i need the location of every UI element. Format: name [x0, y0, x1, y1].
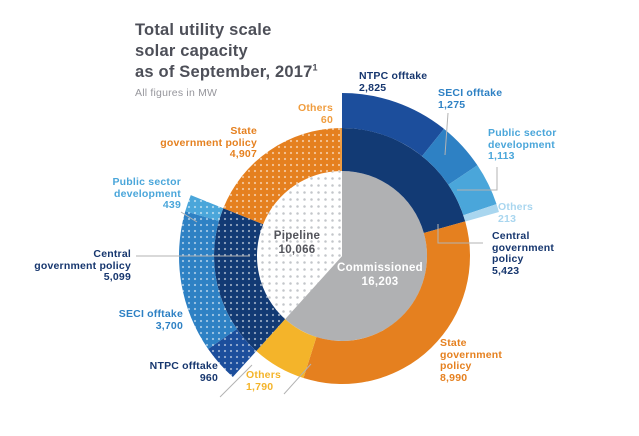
- callout-ntpc-offtake-commissioned: NTPC offtake 2,825: [359, 70, 428, 94]
- segment-others-pipeline: [340, 128, 342, 172]
- segment-central-government-policy-pipeline: [214, 208, 286, 352]
- callout-ntpc-offtake-pipeline: NTPC offtake 960: [149, 360, 218, 384]
- pointer-public-sector-commissioned: [457, 167, 498, 191]
- title-block: Total utility scale solar capacity as of…: [135, 20, 375, 99]
- pointer-public-sector-pipeline: [180, 211, 198, 223]
- segment-seci-offtake-pipeline: [179, 211, 237, 350]
- commissioned-center-label: Commissioned 16,203: [336, 262, 424, 288]
- callout-others-pipeline: Others 60: [297, 102, 333, 126]
- segment-pipeline: [257, 171, 342, 320]
- title-footnote-marker: 1: [312, 62, 318, 73]
- segment-state-government-policy-commissioned: [303, 221, 471, 385]
- callout-central-policy-pipeline: Central government policy 5,099: [34, 248, 131, 283]
- pointer-seci-commissioned: [444, 112, 449, 156]
- pointer-others-commissioned: [283, 363, 312, 395]
- callout-seci-offtake-commissioned: SECI offtake 1,275: [438, 87, 503, 111]
- pipeline-center-label: Pipeline 10,066: [273, 230, 321, 256]
- chart-title: Total utility scale solar capacity as of…: [135, 20, 375, 83]
- callout-others-commissioned-offtake: Others 213: [498, 201, 534, 225]
- pointer-ntpc-pipeline: [219, 364, 253, 398]
- callout-others-commissioned: Others 1,790: [246, 369, 282, 393]
- segment-ntpc-offtake-commissioned: [342, 93, 444, 157]
- segment-seci-offtake-commissioned: [422, 128, 478, 185]
- callout-seci-offtake-pipeline: SECI offtake 3,700: [118, 308, 183, 332]
- segment-state-government-policy-pipeline: [223, 128, 341, 225]
- callout-state-policy-pipeline: State government policy 4,907: [160, 125, 257, 160]
- callout-public-sector-pipeline: Public sector development 439: [112, 176, 181, 211]
- segment-central-government-policy-commissioned: [342, 128, 466, 234]
- callout-state-policy-commissioned: State government policy 8,990: [440, 337, 503, 384]
- segment-others-commissioned: [256, 319, 317, 379]
- chart-title-text: Total utility scale solar capacity as of…: [135, 21, 313, 81]
- chart-subtitle: All figures in MW: [135, 87, 218, 99]
- callout-public-sector-commissioned: Public sector development 1,113: [488, 127, 557, 162]
- segment-others-commissioned-offtake: [463, 204, 499, 222]
- segment-public-sector-development-pipeline: [185, 195, 224, 221]
- segment-ntpc-offtake-pipeline: [208, 329, 257, 378]
- callout-central-policy-commissioned: Central government policy 5,423: [492, 230, 555, 277]
- pointer-central-commissioned: [437, 224, 483, 244]
- segment-commissioned: [285, 171, 428, 341]
